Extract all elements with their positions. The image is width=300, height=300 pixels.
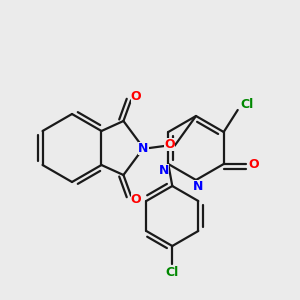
Text: N: N bbox=[138, 142, 148, 154]
Text: N: N bbox=[193, 179, 203, 193]
Text: Cl: Cl bbox=[166, 266, 179, 278]
Text: O: O bbox=[164, 137, 175, 151]
Text: O: O bbox=[248, 158, 259, 170]
Text: O: O bbox=[131, 90, 141, 103]
Text: O: O bbox=[131, 193, 141, 206]
Text: N: N bbox=[159, 164, 169, 176]
Text: Cl: Cl bbox=[240, 98, 253, 110]
